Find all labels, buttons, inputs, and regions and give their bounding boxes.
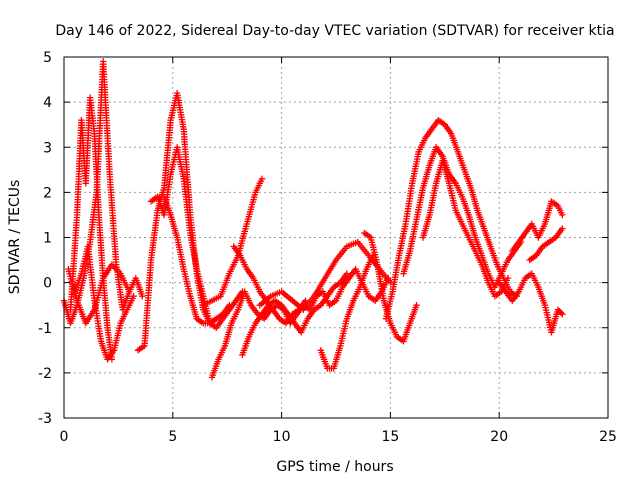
y-tick-label: 2: [43, 185, 52, 201]
y-tick-label: -1: [38, 321, 52, 337]
data-point: [559, 225, 566, 232]
plot-frame: [63, 56, 609, 419]
series-arc-q: [419, 157, 512, 300]
data-point: [559, 311, 566, 318]
series-arc-b: [67, 94, 116, 363]
axis-ticks: 0 5 10 15 20 25 -3 -2 -1 0 1 2 3 4 5: [38, 50, 617, 445]
series-arc-e: [134, 89, 233, 354]
series-arc-r: [496, 270, 566, 336]
x-tick-label: 10: [273, 429, 291, 445]
y-tick-label: 3: [43, 140, 52, 156]
series-arc-o: [382, 117, 520, 322]
y-tick-label: 4: [43, 95, 52, 111]
x-tick-label: 0: [60, 429, 69, 445]
y-tick-label: -3: [38, 411, 52, 427]
x-tick-label: 5: [168, 429, 177, 445]
x-tick-label: 15: [381, 429, 399, 445]
y-axis-label: SDTVAR / TECUs: [7, 180, 23, 295]
data-point: [213, 315, 220, 322]
x-tick-label: 25: [599, 429, 617, 445]
data-point: [413, 302, 420, 309]
series-arc-h: [200, 175, 266, 309]
series-arc-t: [526, 225, 566, 264]
y-tick-label: 0: [43, 276, 52, 292]
series-arc-s: [509, 198, 566, 255]
data-point: [258, 175, 266, 182]
data-point: [126, 288, 133, 295]
x-tick-label: 20: [490, 429, 508, 445]
data-point: [557, 309, 565, 316]
data-point: [559, 211, 566, 219]
y-tick-label: 1: [43, 231, 52, 247]
series-arc-m: [317, 252, 377, 372]
data-point: [504, 274, 512, 282]
series-arc-g: [154, 193, 220, 327]
y-tick-label: 5: [43, 50, 52, 66]
chart-title: Day 146 of 2022, Sidereal Day-to-day VTE…: [55, 23, 614, 39]
series-arc-k: [239, 270, 351, 358]
y-tick-label: -2: [38, 366, 52, 382]
series-arc-d: [65, 261, 133, 327]
x-axis-label: GPS time / hours: [276, 459, 393, 475]
data-point: [343, 270, 351, 277]
data-points: [60, 58, 566, 381]
data-point: [139, 293, 146, 300]
data-point: [130, 293, 137, 300]
